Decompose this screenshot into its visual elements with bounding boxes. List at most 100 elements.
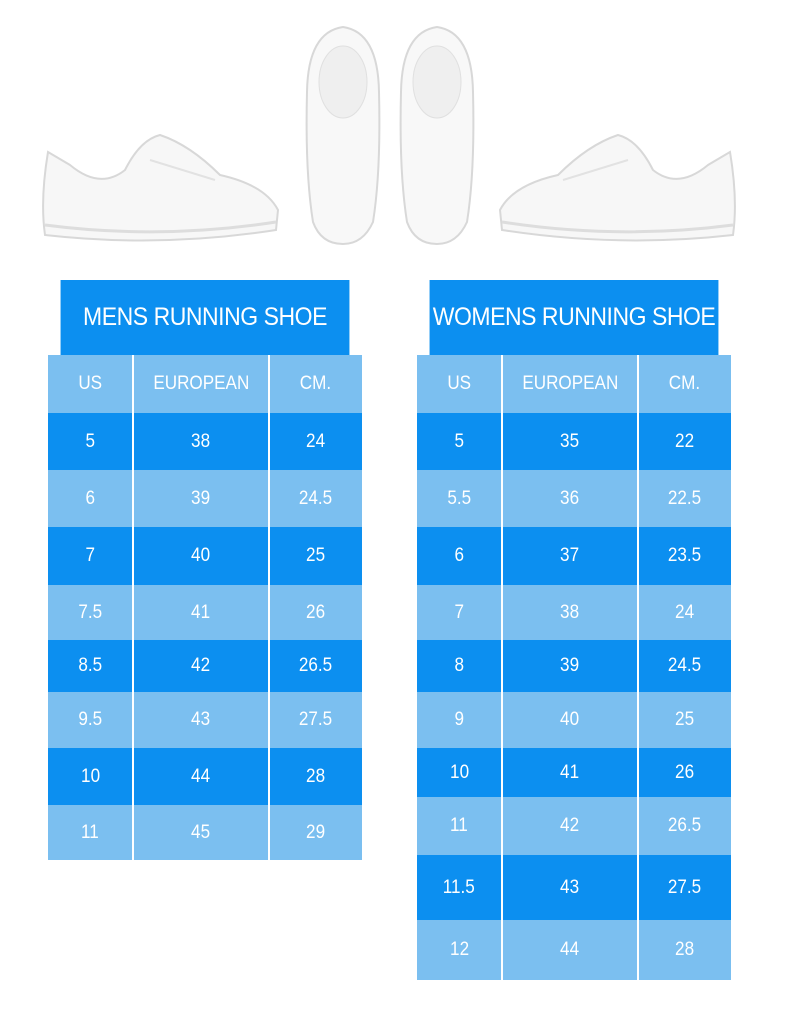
table-row: 5 38 24 (48, 413, 362, 470)
table-header-row: US EUROPEAN CM. (417, 355, 731, 413)
cell-value: 26.5 (668, 815, 702, 836)
table-cell: 22.5 (639, 470, 731, 527)
table-cell: 28 (639, 920, 731, 980)
table-cell: 7 (417, 585, 501, 640)
cell-value: 7.5 (78, 601, 103, 623)
shoe-side-right-image (498, 133, 736, 242)
cell-value: 10 (80, 765, 100, 787)
cell-value: 26.5 (299, 655, 333, 676)
table-cell: 38 (501, 585, 639, 640)
cell-value: 45 (191, 821, 211, 843)
table-row: 5 35 22 (417, 413, 731, 470)
table-cell: 24 (639, 585, 731, 640)
table-row: 9 40 25 (417, 692, 731, 748)
table-cell: 26.5 (270, 640, 362, 692)
column-header-label: EUROPEAN (153, 373, 250, 394)
cell-value: 5 (454, 430, 464, 452)
cell-value: 42 (191, 655, 211, 676)
table-row: 7.5 41 26 (48, 585, 362, 640)
table-cell: 43 (132, 692, 270, 748)
table-row: 5.5 36 22.5 (417, 470, 731, 527)
table-cell: 42 (132, 640, 270, 692)
table-row: 7 38 24 (417, 585, 731, 640)
table-row: 9.5 43 27.5 (48, 692, 362, 748)
table-cell: 42 (501, 797, 639, 855)
table-cell: 28 (270, 748, 362, 805)
table-cell: 41 (501, 748, 639, 797)
table-row: 11 42 26.5 (417, 797, 731, 855)
table-cell: 11.5 (417, 855, 501, 920)
table-cell: 43 (501, 855, 639, 920)
cell-value: 9.5 (78, 709, 103, 730)
table-cell: 26 (270, 585, 362, 640)
table-cell: 11 (417, 797, 501, 855)
table-cell: 24 (270, 413, 362, 470)
cell-value: 23.5 (668, 545, 702, 566)
table-row: 11.5 43 27.5 (417, 855, 731, 920)
cell-value: 44 (191, 765, 211, 787)
cell-value: 11.5 (443, 876, 476, 898)
cell-value: 26 (306, 601, 326, 623)
table-cell: 5 (417, 413, 501, 470)
cell-value: 41 (191, 601, 211, 623)
cell-value: 24 (675, 601, 695, 623)
table-cell: 25 (639, 692, 731, 748)
column-header: EUROPEAN (132, 355, 270, 413)
cell-value: 22 (675, 430, 695, 452)
mens-size-table: MENS RUNNING SHOE US EUROPEAN CM. 5 38 24 6 39 24… (48, 280, 362, 860)
cell-value: 9 (454, 709, 464, 730)
cell-value: 22.5 (668, 487, 702, 509)
table-row: 8.5 42 26.5 (48, 640, 362, 692)
cell-value: 39 (191, 487, 211, 509)
table-cell: 5.5 (417, 470, 501, 527)
table-cell: 22 (639, 413, 731, 470)
cell-value: 11 (450, 815, 469, 836)
cell-value: 40 (191, 545, 211, 566)
table-cell: 37 (501, 527, 639, 585)
cell-value: 8 (454, 655, 464, 676)
column-header-label: US (447, 373, 472, 394)
table-cell: 39 (501, 640, 639, 692)
cell-value: 25 (675, 709, 695, 730)
cell-value: 11 (81, 821, 100, 843)
table-cell: 24.5 (270, 470, 362, 527)
cell-value: 6 (85, 487, 95, 509)
table-cell: 8 (417, 640, 501, 692)
shoe-side-left-image (42, 133, 280, 242)
cell-value: 38 (560, 601, 580, 623)
table-cell: 25 (270, 527, 362, 585)
table-cell: 24.5 (639, 640, 731, 692)
shoe-top-right-image (399, 25, 475, 246)
shoe-top-left-image (305, 25, 381, 246)
cell-value: 28 (306, 765, 326, 787)
cell-value: 28 (675, 939, 695, 960)
table-cell: 6 (417, 527, 501, 585)
table-row: 10 44 28 (48, 748, 362, 805)
cell-value: 24.5 (668, 655, 702, 676)
column-header-label: US (78, 373, 103, 394)
cell-value: 29 (306, 821, 326, 843)
column-header-label: CM. (669, 373, 701, 394)
table-row: 7 40 25 (48, 527, 362, 585)
table-cell: 39 (132, 470, 270, 527)
table-cell: 29 (270, 805, 362, 860)
table-cell: 9.5 (48, 692, 132, 748)
table-cell: 9 (417, 692, 501, 748)
cell-value: 43 (191, 709, 211, 730)
table-row: 12 44 28 (417, 920, 731, 980)
cell-value: 25 (306, 545, 326, 566)
table-cell: 8.5 (48, 640, 132, 692)
table-cell: 36 (501, 470, 639, 527)
table-cell: 40 (132, 527, 270, 585)
table-cell: 5 (48, 413, 132, 470)
table-cell: 35 (501, 413, 639, 470)
cell-value: 24 (306, 430, 326, 452)
table-row: 6 39 24.5 (48, 470, 362, 527)
cell-value: 6 (454, 545, 464, 566)
column-header-label: CM. (300, 373, 332, 394)
column-header: US (417, 355, 501, 413)
cell-value: 7 (454, 601, 464, 623)
table-title: WOMENS RUNNING SHOE (429, 280, 719, 355)
womens-size-table: WOMENS RUNNING SHOE US EUROPEAN CM. 5 35 22 5.5… (417, 280, 731, 980)
table-title: MENS RUNNING SHOE (60, 280, 350, 355)
